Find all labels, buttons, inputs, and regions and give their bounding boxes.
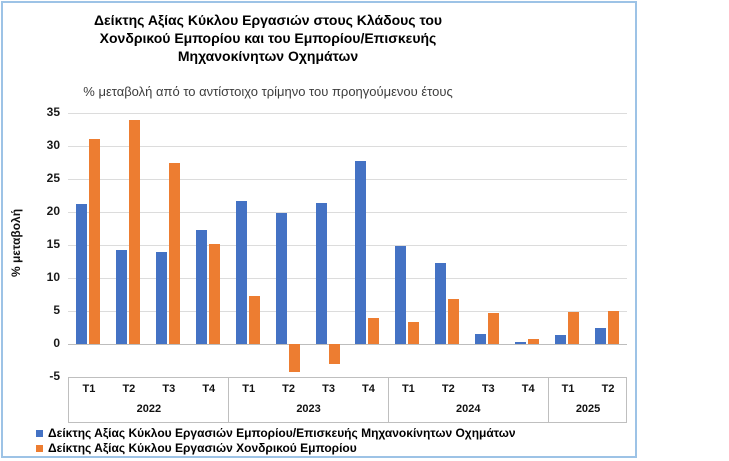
y-tick-label: 35 <box>46 105 60 119</box>
x-tick-label: T2 <box>282 383 296 395</box>
bar-series1-13 <box>555 334 567 344</box>
bar-series1-1 <box>75 204 87 344</box>
y-tick-label: 30 <box>46 138 60 152</box>
bar-series1-2 <box>115 250 127 344</box>
gridline-30 <box>68 145 627 147</box>
gridline-5 <box>68 310 627 312</box>
bar-series2-6 <box>288 344 300 373</box>
bar-series1-9 <box>395 246 407 344</box>
year-group-divider <box>228 378 230 422</box>
legend-label: Δείκτης Αξίας Κύκλου Εργασιών Εμπορίου/Ε… <box>48 426 516 440</box>
legend-item-2: Δείκτης Αξίας Κύκλου Εργασιών Χονδρικού … <box>36 441 516 455</box>
x-tick-label: T4 <box>202 383 216 395</box>
title-line-1: Δείκτης Αξίας Κύκλου Εργασιών στους Κλάδ… <box>93 12 443 28</box>
bar-series2-8 <box>368 317 380 344</box>
legend-swatch <box>36 444 43 452</box>
bar-series1-5 <box>235 200 247 344</box>
gridline-10 <box>68 277 627 279</box>
y-tick-label: 5 <box>53 303 60 317</box>
gridline-35 <box>68 112 627 114</box>
x-tick-label: T2 <box>441 383 455 395</box>
year-group-divider <box>387 378 389 422</box>
bar-series1-6 <box>275 213 287 344</box>
year-label-2022: 2022 <box>136 403 162 415</box>
gridline-15 <box>68 244 627 246</box>
x-tick-label: T1 <box>561 383 575 395</box>
legend-swatch <box>36 429 43 437</box>
year-label-2024: 2024 <box>456 403 481 415</box>
title-line-2: Χονδρικού Εμπορίου και του Εμπορίου/Επισ… <box>99 30 437 46</box>
bar-series1-8 <box>355 161 367 344</box>
bar-series2-10 <box>448 299 460 344</box>
legend-item-1: Δείκτης Αξίας Κύκλου Εργασιών Εμπορίου/Ε… <box>36 426 516 440</box>
bar-series1-14 <box>595 328 607 344</box>
y-tick-label: 10 <box>46 270 60 284</box>
x-tick-label: T3 <box>481 383 495 395</box>
gridline-25 <box>68 178 627 180</box>
year-group-divider <box>547 378 549 422</box>
bar-series1-3 <box>155 252 167 344</box>
x-tick-label: T2 <box>122 383 136 395</box>
bar-series2-11 <box>488 312 500 344</box>
bar-series2-4 <box>208 244 220 344</box>
bar-series2-13 <box>568 311 580 344</box>
bar-series1-7 <box>315 203 327 344</box>
y-tick-label: 0 <box>53 336 60 350</box>
y-tick-label: 15 <box>46 237 60 251</box>
bar-series2-7 <box>328 344 340 364</box>
bar-series2-9 <box>408 321 420 344</box>
x-tick-label: T4 <box>521 383 535 395</box>
legend: Δείκτης Αξίας Κύκλου Εργασιών Εμπορίου/Ε… <box>36 426 516 456</box>
x-tick-label: T2 <box>601 383 615 395</box>
chart-title: Δείκτης Αξίας Κύκλου Εργασιών στους Κλάδ… <box>2 11 534 65</box>
x-tick-label: T1 <box>82 383 96 395</box>
chart-frame <box>1 1 637 458</box>
x-tick-label: T1 <box>401 383 415 395</box>
y-tick-label: 20 <box>46 204 60 218</box>
bar-series1-12 <box>515 342 527 344</box>
x-tick-label: T3 <box>322 383 335 395</box>
x-tick-label: T1 <box>242 383 256 395</box>
bar-series1-4 <box>195 229 207 344</box>
bar-series1-11 <box>475 334 487 344</box>
bar-series1-10 <box>435 262 447 344</box>
x-axis-category-box: T1 T2 T3 T4 T1 T2 T3 T4 T1 T2 T3 T4 T1 T2 2022 2023 2024… <box>68 377 627 423</box>
bar-series2-12 <box>528 339 540 344</box>
year-label-2025: 2025 <box>575 403 601 415</box>
year-label-2023: 2023 <box>296 403 321 415</box>
gridline-20 <box>68 211 627 213</box>
title-line-3: Μηχανοκίνητων Οχημάτων <box>177 48 359 64</box>
bar-series2-14 <box>608 311 620 344</box>
bar-series2-1 <box>88 139 100 344</box>
x-tick-label: T4 <box>362 383 375 395</box>
bar-series2-5 <box>248 296 260 344</box>
legend-label: Δείκτης Αξίας Κύκλου Εργασιών Χονδρικού … <box>48 441 357 455</box>
x-tick-label: T3 <box>162 383 176 395</box>
plot-area <box>68 112 627 378</box>
bar-series2-2 <box>128 119 140 344</box>
y-tick-label: 25 <box>46 171 60 185</box>
bar-series2-3 <box>168 162 180 344</box>
y-tick-label: -5 <box>49 369 60 383</box>
gridline-0 <box>68 343 627 345</box>
chart-subtitle: % μεταβολή από το αντίστοιχο τρίμηνο του… <box>83 84 453 99</box>
